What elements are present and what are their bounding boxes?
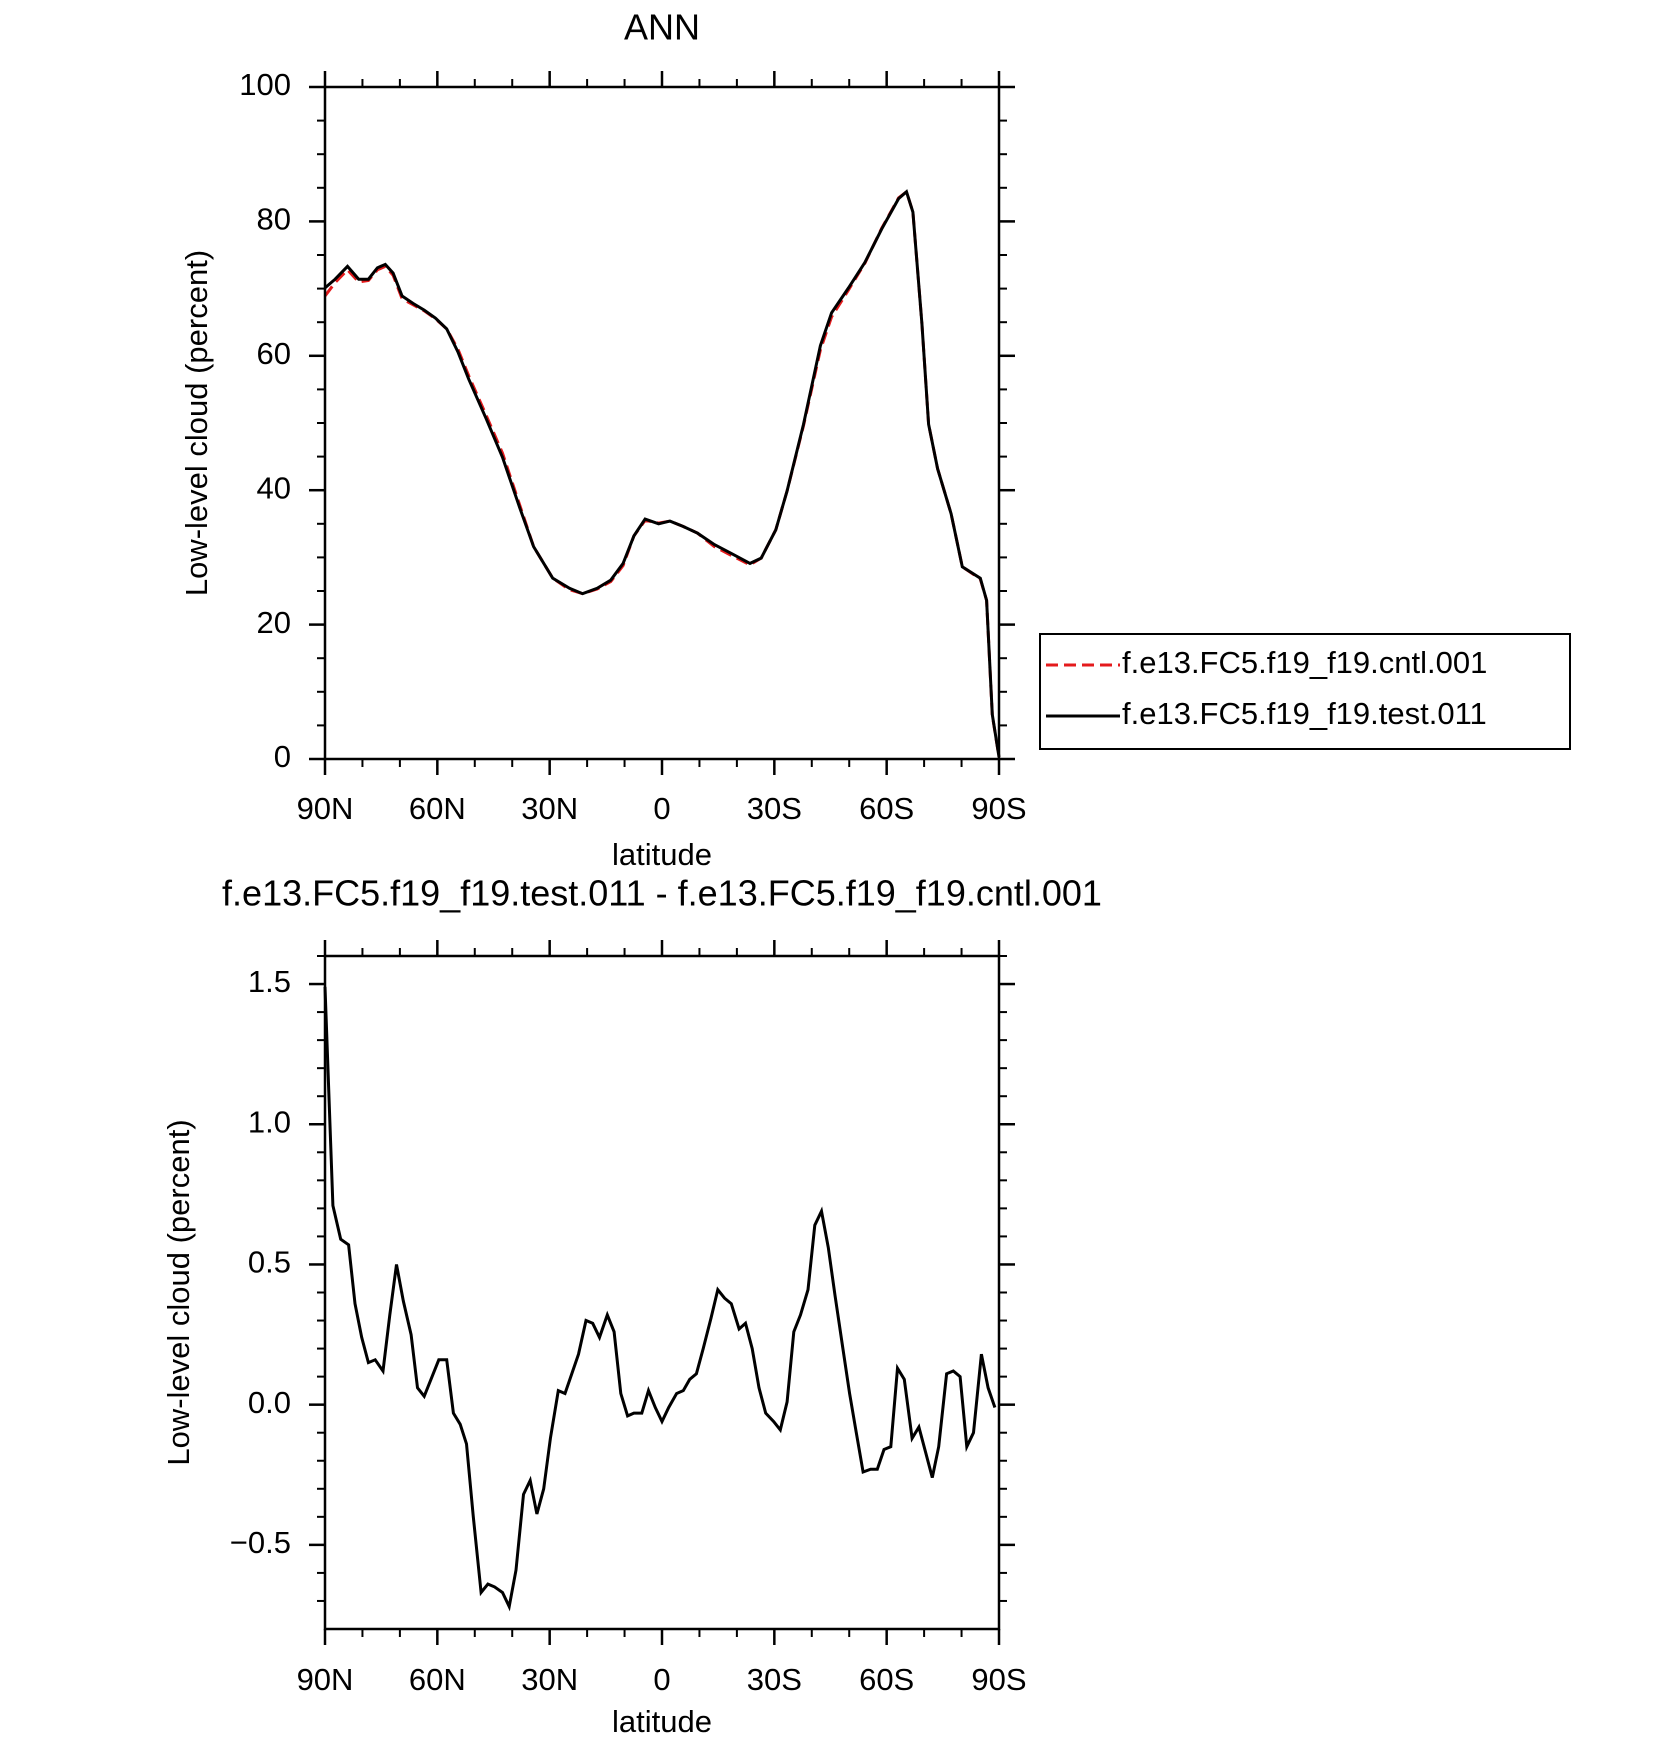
y-tick-label: −0.5 [230, 1525, 291, 1560]
x-tick-label: 60S [859, 1662, 914, 1697]
y-tick-label: 80 [257, 202, 291, 237]
x-tick-label: 30S [747, 791, 802, 826]
y-tick-label: 0 [274, 739, 291, 774]
x-tick-label: 0 [653, 791, 670, 826]
x-tick-label: 60N [409, 791, 466, 826]
legend-label: f.e13.FC5.f19_f19.test.011 [1122, 696, 1487, 731]
x-tick-label: 30S [747, 1662, 802, 1697]
legend-box [1039, 633, 1571, 750]
x-tick-label: 90N [297, 791, 354, 826]
x-tick-label: 30N [521, 791, 578, 826]
x-tick-label: 90N [297, 1662, 354, 1697]
y-tick-label: 20 [257, 605, 291, 640]
x-tick-label: 60S [859, 791, 914, 826]
y-axis-label: Low-level cloud (percent) [179, 250, 214, 596]
y-tick-label: 40 [257, 470, 291, 505]
series-line [323, 986, 997, 1612]
plot-frame [323, 954, 1001, 1631]
plot-frame [323, 85, 1001, 761]
chart-title: ANN [624, 7, 700, 48]
series-line [324, 189, 1001, 758]
x-tick-label: 30N [521, 1662, 578, 1697]
legend-label: f.e13.FC5.f19_f19.cntl.001 [1122, 645, 1487, 680]
y-axis-label: Low-level cloud (percent) [161, 1119, 196, 1465]
y-tick-label: 0.0 [248, 1385, 291, 1420]
x-tick-label: 60N [409, 1662, 466, 1697]
x-axis-label: latitude [612, 1704, 712, 1739]
series-line [323, 189, 1001, 758]
chart-title: f.e13.FC5.f19_f19.test.011 - f.e13.FC5.f… [222, 873, 1102, 914]
x-tick-label: 90S [971, 1662, 1026, 1697]
y-tick-label: 100 [239, 67, 291, 102]
y-tick-label: 1.5 [248, 964, 291, 999]
y-tick-label: 60 [257, 336, 291, 371]
y-tick-label: 0.5 [248, 1245, 291, 1280]
x-axis-label: latitude [612, 837, 712, 872]
x-tick-label: 0 [653, 1662, 670, 1697]
y-tick-label: 1.0 [248, 1104, 291, 1139]
x-tick-label: 90S [971, 791, 1026, 826]
